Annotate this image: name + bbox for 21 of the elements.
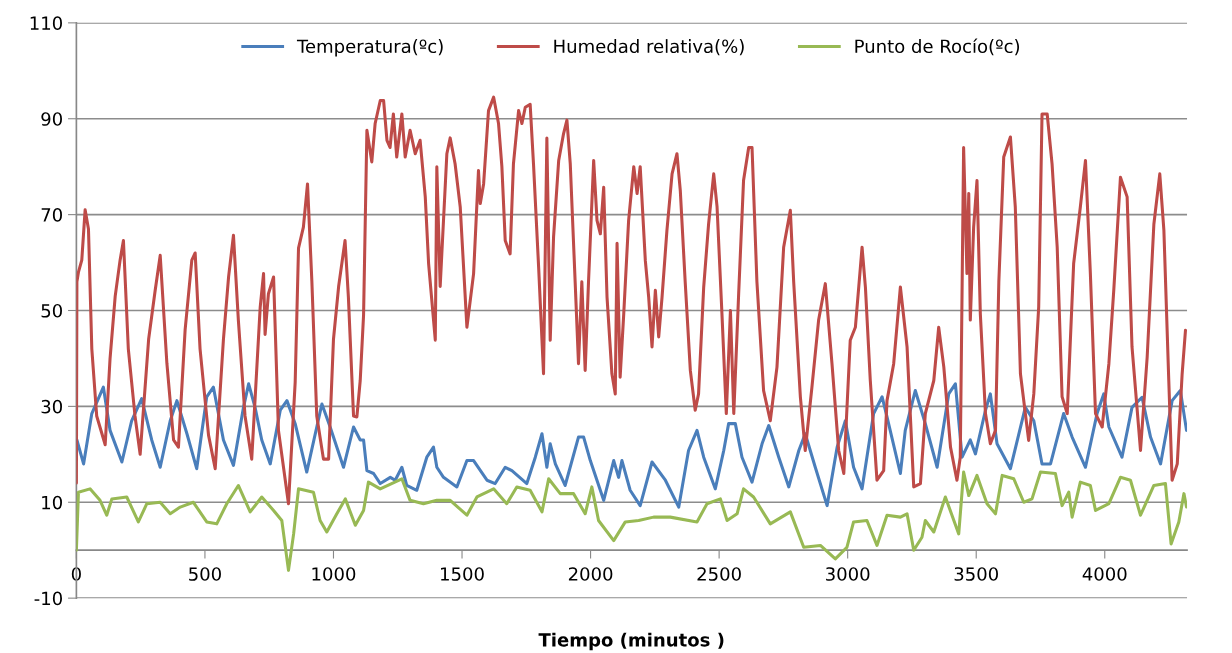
y-tick-label: 70 <box>41 208 62 222</box>
x-tick-label: 4000 <box>1082 567 1127 581</box>
legend-label: Humedad relativa(%) <box>554 39 744 56</box>
x-tick-label: 1500 <box>441 567 484 581</box>
x-tick-label: 2500 <box>697 567 741 581</box>
y-tick-label: 50 <box>41 303 62 318</box>
x-tick-label: 3500 <box>954 567 998 581</box>
y-tick-label: -10 <box>34 591 62 606</box>
y-tick-label: 90 <box>41 112 62 126</box>
x-tick-label: 500 <box>189 567 221 581</box>
y-tick-label: 10 <box>42 495 62 510</box>
x-tick-label: 1000 <box>312 567 356 581</box>
line-series <box>76 382 1188 509</box>
y-tick-label: 30 <box>41 399 62 414</box>
x-tick-label: 3000 <box>826 567 870 581</box>
y-tick-label: 110 <box>30 16 62 30</box>
legend-label: Temperatura(ºc) <box>296 39 443 57</box>
legend-label: Punto de Rocío(ºc) <box>855 38 1020 56</box>
x-axis-title: Tiempo (minutos ) <box>538 632 724 651</box>
x-tick-label: 2000 <box>568 567 613 581</box>
line-series <box>76 95 1188 506</box>
